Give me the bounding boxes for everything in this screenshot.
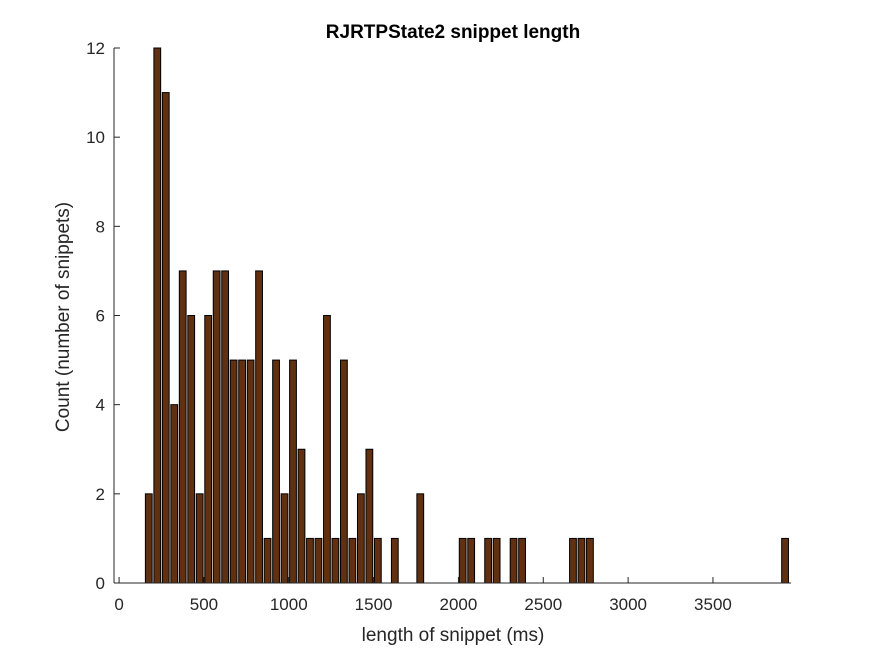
histogram-bar (280, 493, 289, 584)
histogram-bar (348, 537, 357, 584)
histogram-bar (187, 315, 196, 584)
x-tick-label: 0 (114, 595, 123, 614)
histogram-bar (246, 359, 255, 584)
histogram-bar (356, 493, 365, 584)
histogram-bar (306, 537, 314, 584)
y-tick-label: 0 (96, 574, 105, 593)
histogram-bar (484, 537, 493, 584)
histogram-bar (238, 359, 247, 584)
histogram-bar (144, 493, 153, 584)
histogram-bar (153, 47, 162, 584)
histogram-bar (229, 359, 238, 584)
histogram-bar (331, 537, 340, 584)
histogram-bar (781, 537, 789, 584)
histogram-bar (509, 537, 518, 584)
histogram-bar (289, 359, 297, 584)
bars-layer (144, 47, 789, 584)
histogram-bar (577, 537, 586, 584)
histogram-bar (170, 404, 179, 584)
y-tick-label: 10 (86, 128, 105, 147)
histogram-bar (373, 537, 382, 584)
histogram-bar (467, 537, 476, 584)
y-tick-label: 8 (96, 217, 105, 236)
histogram-bar (178, 270, 187, 584)
x-tick-label: 2000 (440, 595, 478, 614)
histogram-bar (161, 92, 170, 584)
y-tick-label: 12 (86, 39, 105, 58)
axes-layer: 0 500 1000 1500 2000 2500 3000 3500 0 2 4 6 8 10 12 (86, 39, 791, 614)
histogram-bar (272, 359, 280, 584)
histogram-bar (297, 448, 306, 584)
y-tick-label: 4 (96, 396, 105, 415)
x-tick-label: 1000 (270, 595, 308, 614)
histogram-bar (314, 537, 323, 584)
histogram-bar (492, 537, 501, 584)
histogram-bar (458, 537, 467, 584)
y-tick-label: 6 (96, 307, 105, 326)
histogram-bar (212, 270, 221, 584)
chart-title: RJRTPState2 snippet length (326, 22, 580, 43)
histogram-bar (586, 537, 594, 584)
histogram-bar (390, 537, 399, 584)
histogram-bar (518, 537, 526, 584)
x-tick-label: 3000 (609, 595, 647, 614)
histogram-bar (221, 270, 230, 584)
y-axis-label: Count (number of snippets) (53, 202, 74, 432)
histogram-bar (365, 448, 374, 584)
histogram-bar (195, 493, 204, 584)
histogram-bar (569, 537, 577, 584)
histogram-bar (340, 359, 348, 584)
x-tick-label: 500 (190, 595, 218, 614)
histogram-bar (255, 270, 263, 584)
x-tick-label: 3500 (694, 595, 732, 614)
x-tick-label: 1500 (355, 595, 393, 614)
y-tick-label: 2 (96, 485, 105, 504)
histogram-bar (204, 315, 213, 584)
histogram-bar (263, 537, 272, 584)
x-axis-label: length of snippet (ms) (362, 625, 545, 646)
histogram-bar (323, 315, 331, 584)
x-tick-label: 2500 (524, 595, 562, 614)
histogram-bar (416, 493, 425, 584)
